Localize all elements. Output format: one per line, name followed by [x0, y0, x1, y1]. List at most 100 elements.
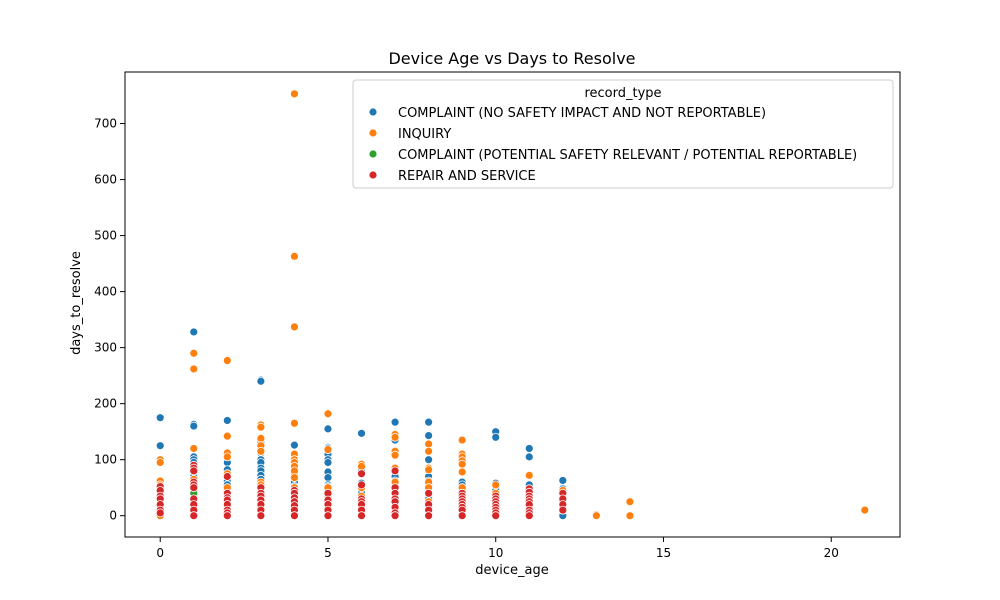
y-tick-label: 200: [94, 397, 117, 411]
x-tick-label: 10: [488, 546, 503, 560]
data-point: [189, 327, 199, 337]
data-point: [189, 364, 199, 374]
legend-marker: [368, 149, 378, 159]
y-tick-label: 700: [94, 117, 117, 131]
plot-area: [155, 89, 870, 521]
data-point: [424, 455, 434, 465]
legend-title: record_type: [584, 86, 661, 101]
data-point: [155, 458, 165, 467]
data-point: [860, 505, 870, 515]
data-point: [323, 473, 333, 483]
legend-label: INQUIRY: [398, 127, 451, 142]
data-point: [222, 356, 232, 365]
data-point: [222, 511, 232, 521]
data-point: [155, 508, 165, 518]
x-tick-label: 20: [824, 546, 839, 560]
y-axis: 0 100 200 300 400 500 600 700: [94, 117, 125, 523]
data-point: [491, 480, 501, 490]
legend-label: REPAIR AND SERVICE: [398, 169, 536, 184]
data-point: [457, 459, 467, 469]
x-axis: 0 5 10 15 20: [156, 537, 839, 560]
data-point: [323, 409, 333, 419]
data-point: [290, 418, 299, 428]
chart-title: Device Age vs Days to Resolve: [388, 49, 635, 68]
data-point: [390, 432, 400, 442]
data-point: [457, 511, 467, 521]
x-axis-label: device_age: [475, 563, 548, 578]
data-point: [424, 431, 434, 440]
data-point: [290, 322, 299, 332]
data-point: [189, 348, 199, 358]
plot-frame: [124, 71, 901, 538]
data-point: [424, 417, 434, 427]
data-point: [357, 480, 366, 490]
data-point: [357, 462, 366, 471]
y-tick-label: 300: [94, 341, 117, 355]
data-point: [222, 472, 232, 481]
data-point: [189, 466, 199, 476]
data-point: [155, 441, 165, 451]
x-tick-label: 15: [656, 546, 671, 560]
data-point: [290, 251, 299, 261]
y-tick-label: 100: [94, 453, 117, 467]
data-point: [323, 445, 333, 455]
legend-box: [352, 79, 894, 189]
data-point: [524, 470, 534, 480]
data-point: [290, 89, 299, 99]
y-tick-label: 400: [94, 285, 117, 299]
legend-items: COMPLAINT (NO SAFETY IMPACT AND NOT REPO…: [368, 106, 857, 184]
data-point: [323, 458, 333, 467]
data-point: [222, 452, 232, 462]
y-tick-label: 600: [94, 173, 117, 187]
data-point: [390, 511, 400, 521]
data-point: [357, 428, 366, 438]
data-point: [625, 511, 635, 521]
y-tick-label: 0: [109, 509, 117, 523]
x-tick-label: 5: [324, 546, 332, 560]
data-point: [323, 511, 333, 521]
data-point: [189, 511, 199, 521]
data-point: [491, 511, 501, 521]
data-point: [524, 452, 534, 462]
data-point: [256, 433, 266, 443]
legend-marker: [368, 107, 378, 117]
data-point: [424, 488, 434, 498]
data-point: [290, 511, 299, 521]
data-point: [189, 444, 199, 453]
data-point: [424, 439, 434, 449]
data-point: [155, 413, 165, 423]
data-point: [256, 422, 266, 432]
data-point: [524, 444, 534, 453]
data-point: [524, 511, 534, 521]
data-point: [491, 432, 501, 442]
legend: record_type COMPLAINT (NO SAFETY IMPACT …: [352, 79, 894, 189]
data-point: [558, 505, 568, 515]
y-axis-label: days_to_resolve: [69, 251, 84, 355]
data-point: [222, 431, 232, 441]
data-point: [424, 465, 434, 475]
data-point: [222, 416, 232, 425]
data-point: [390, 450, 400, 460]
legend-label: COMPLAINT (POTENTIAL SAFETY RELEVANT / P…: [398, 148, 857, 163]
data-point: [424, 446, 434, 456]
data-point: [424, 511, 434, 521]
legend-marker: [368, 128, 378, 138]
data-point: [357, 469, 366, 479]
data-point: [457, 467, 467, 477]
data-point: [390, 466, 400, 476]
legend-marker: [368, 170, 378, 180]
legend-label: COMPLAINT (NO SAFETY IMPACT AND NOT REPO…: [398, 106, 766, 121]
y-tick-label: 500: [94, 229, 117, 243]
data-point: [558, 476, 568, 485]
data-point: [357, 511, 366, 521]
data-point: [256, 511, 266, 521]
data-point: [189, 483, 199, 493]
data-point: [457, 435, 467, 445]
data-point: [290, 440, 299, 450]
data-point: [256, 376, 266, 386]
data-point: [390, 417, 400, 427]
data-point: [189, 421, 199, 431]
data-point: [591, 511, 601, 521]
data-point: [256, 446, 266, 456]
